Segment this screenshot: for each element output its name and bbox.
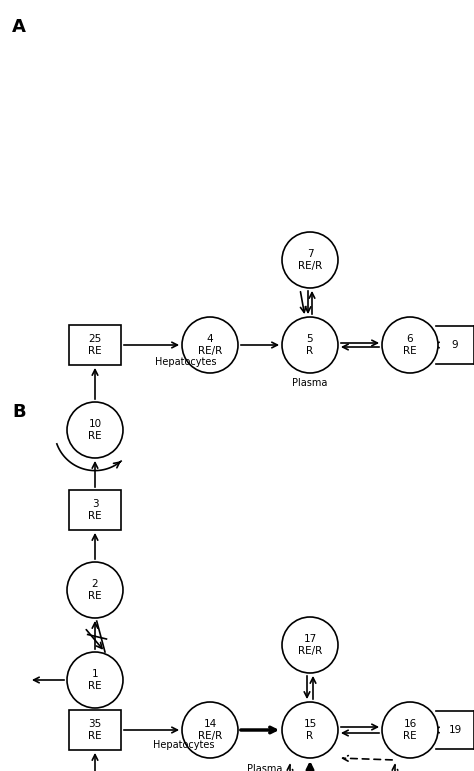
FancyBboxPatch shape [69,325,121,365]
Circle shape [382,702,438,758]
Circle shape [67,652,123,708]
Text: 25
RE: 25 RE [88,335,102,355]
Circle shape [282,702,338,758]
Circle shape [282,317,338,373]
Text: B: B [12,403,26,421]
Text: 35
RE: 35 RE [88,719,102,741]
Text: 3
RE: 3 RE [88,500,102,520]
Circle shape [67,562,123,618]
Text: Plasma
holo-RBP: Plasma holo-RBP [243,764,287,771]
Text: 16
RE: 16 RE [403,719,417,741]
Text: 19: 19 [448,725,462,735]
Circle shape [282,232,338,288]
Text: 2
RE: 2 RE [88,579,102,601]
Text: 4
RE/R: 4 RE/R [198,335,222,355]
Text: 1
RE: 1 RE [88,669,102,691]
Text: 6
RE: 6 RE [403,335,417,355]
FancyBboxPatch shape [69,490,121,530]
Text: 17
RE/R: 17 RE/R [298,635,322,655]
Text: 5
R: 5 R [306,335,314,355]
FancyBboxPatch shape [69,710,121,750]
Circle shape [182,317,238,373]
Text: 14
RE/R: 14 RE/R [198,719,222,741]
Text: Plasma: Plasma [292,378,328,388]
Circle shape [67,402,123,458]
Text: 10
RE: 10 RE [88,419,102,440]
Circle shape [382,317,438,373]
Text: 15
R: 15 R [303,719,317,741]
Text: A: A [12,18,26,36]
Text: 9: 9 [452,340,458,350]
Circle shape [282,617,338,673]
Text: 7
RE/R: 7 RE/R [298,249,322,271]
Circle shape [182,702,238,758]
Text: Hepatocytes: Hepatocytes [153,740,215,750]
Text: Hepatocytes: Hepatocytes [155,357,217,367]
